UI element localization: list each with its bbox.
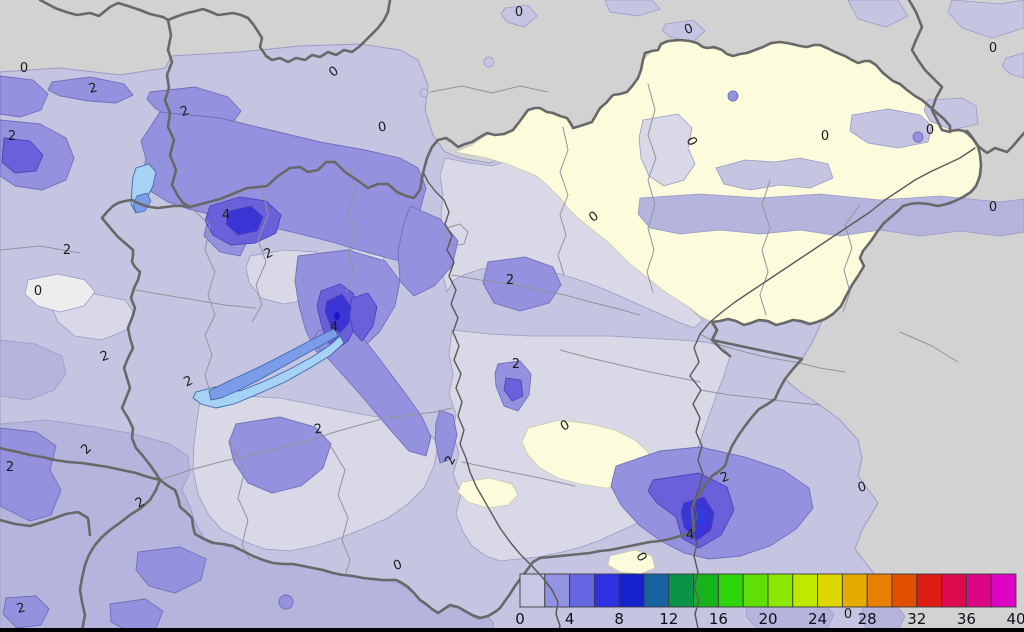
- bottom-frame: [0, 628, 1024, 632]
- contour-label: 2: [6, 460, 14, 475]
- band-4-6-regions: [1, 137, 735, 549]
- contour-label: 0: [20, 61, 28, 76]
- legend-cell: [965, 573, 992, 608]
- legend-tick-label: 16: [709, 610, 728, 628]
- legend-tick-label: 8: [614, 610, 624, 628]
- legend-tick-label: 4: [565, 610, 575, 628]
- contour-label: 0: [844, 607, 852, 622]
- legend-cell: [717, 573, 744, 608]
- legend-tick-label: 24: [808, 610, 827, 628]
- contour-label: 2: [87, 80, 99, 97]
- legend-cell: [767, 573, 794, 608]
- contour-label: 2: [506, 273, 514, 288]
- legend-cell: [817, 573, 843, 608]
- lake-ferto-south: [132, 192, 152, 214]
- band-2-4-regions: [0, 75, 924, 632]
- contour-label: 0: [856, 479, 868, 496]
- legend-tick-label: 0: [515, 610, 525, 628]
- contour-label: 4: [686, 528, 694, 543]
- contour-label: 2: [512, 357, 520, 372]
- zero-white-patch: [24, 273, 96, 313]
- legend-cell: [519, 573, 546, 608]
- legend-tick-label: 12: [659, 610, 678, 628]
- legend-cell: [593, 573, 620, 608]
- rivers: [422, 147, 976, 567]
- south-precip-cell-core: [694, 509, 706, 525]
- danube-river: [422, 171, 533, 567]
- contour-label: 0: [926, 123, 934, 138]
- contour-label: 2: [63, 243, 71, 258]
- contour-label: 0: [34, 284, 42, 299]
- danube-river-tail: [531, 565, 561, 632]
- legend-colorbar: 0 4 8 12 16 20 24 28 32 36 40: [515, 573, 1024, 628]
- county-borders: [0, 83, 959, 577]
- legend-tick-label: 36: [957, 610, 976, 628]
- legend-tick-label: 32: [907, 610, 926, 628]
- legend-cell: [916, 573, 943, 608]
- contour-label: 0: [515, 5, 523, 20]
- legend-cell: [643, 573, 670, 608]
- border-slovakia-ukraine: [907, 0, 952, 134]
- legend-tick-label: 20: [758, 610, 777, 628]
- contour-label: 0: [821, 129, 829, 144]
- legend-cell: [742, 573, 769, 608]
- border-hungary-romania-east: [710, 320, 732, 358]
- legend-cell: [841, 573, 868, 608]
- border-slovenia-croatia: [78, 478, 162, 632]
- contour-label: 0: [377, 119, 388, 135]
- contour-label: 4: [222, 208, 230, 223]
- legend-cell: [693, 573, 719, 608]
- lakes: [130, 163, 345, 409]
- legend-tick-label: 28: [858, 610, 877, 628]
- contour-label: 0: [989, 200, 997, 215]
- border-slovenia-inner: [0, 510, 92, 537]
- legend-cell: [941, 573, 967, 608]
- border-ukraine-romania: [965, 129, 1024, 155]
- contour-label: 2: [8, 129, 16, 144]
- border-morava: [163, 18, 192, 209]
- contour-label: 0: [989, 41, 997, 56]
- legend-cell: [618, 573, 645, 608]
- legend-cell: [569, 573, 595, 608]
- legend-cell: [990, 573, 1017, 608]
- contour-label: 2: [15, 600, 27, 617]
- hungary-border: [100, 38, 983, 620]
- legend-cell: [866, 573, 893, 608]
- lake-balaton-band: [208, 328, 339, 401]
- legend-tick-label: 40: [1006, 610, 1024, 628]
- tisza-river: [689, 147, 976, 557]
- contour-label: 2: [313, 421, 324, 437]
- border-czech-east: [166, 0, 392, 64]
- contour-label: 4: [330, 320, 338, 335]
- legend-cell: [891, 573, 918, 608]
- border-czech-west: [38, 0, 170, 22]
- legend-cell: [792, 573, 819, 608]
- border-austria-slovenia: [0, 446, 162, 482]
- legend-cell: [668, 573, 695, 608]
